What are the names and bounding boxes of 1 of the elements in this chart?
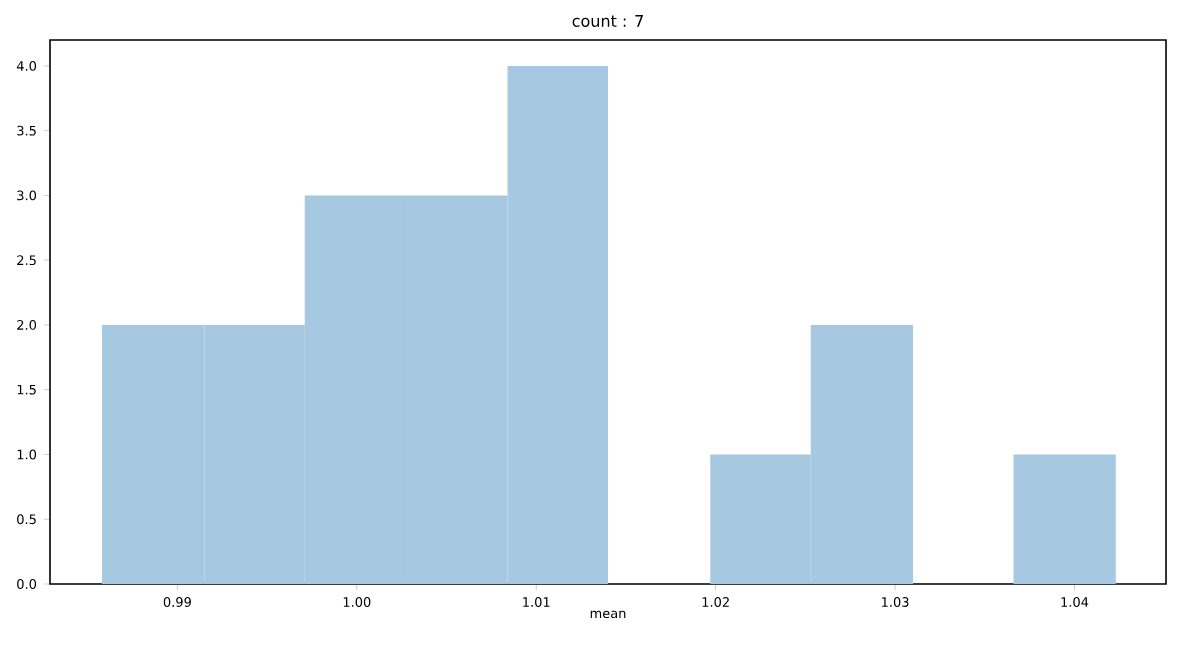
chart-title: count : 7: [572, 15, 643, 27]
